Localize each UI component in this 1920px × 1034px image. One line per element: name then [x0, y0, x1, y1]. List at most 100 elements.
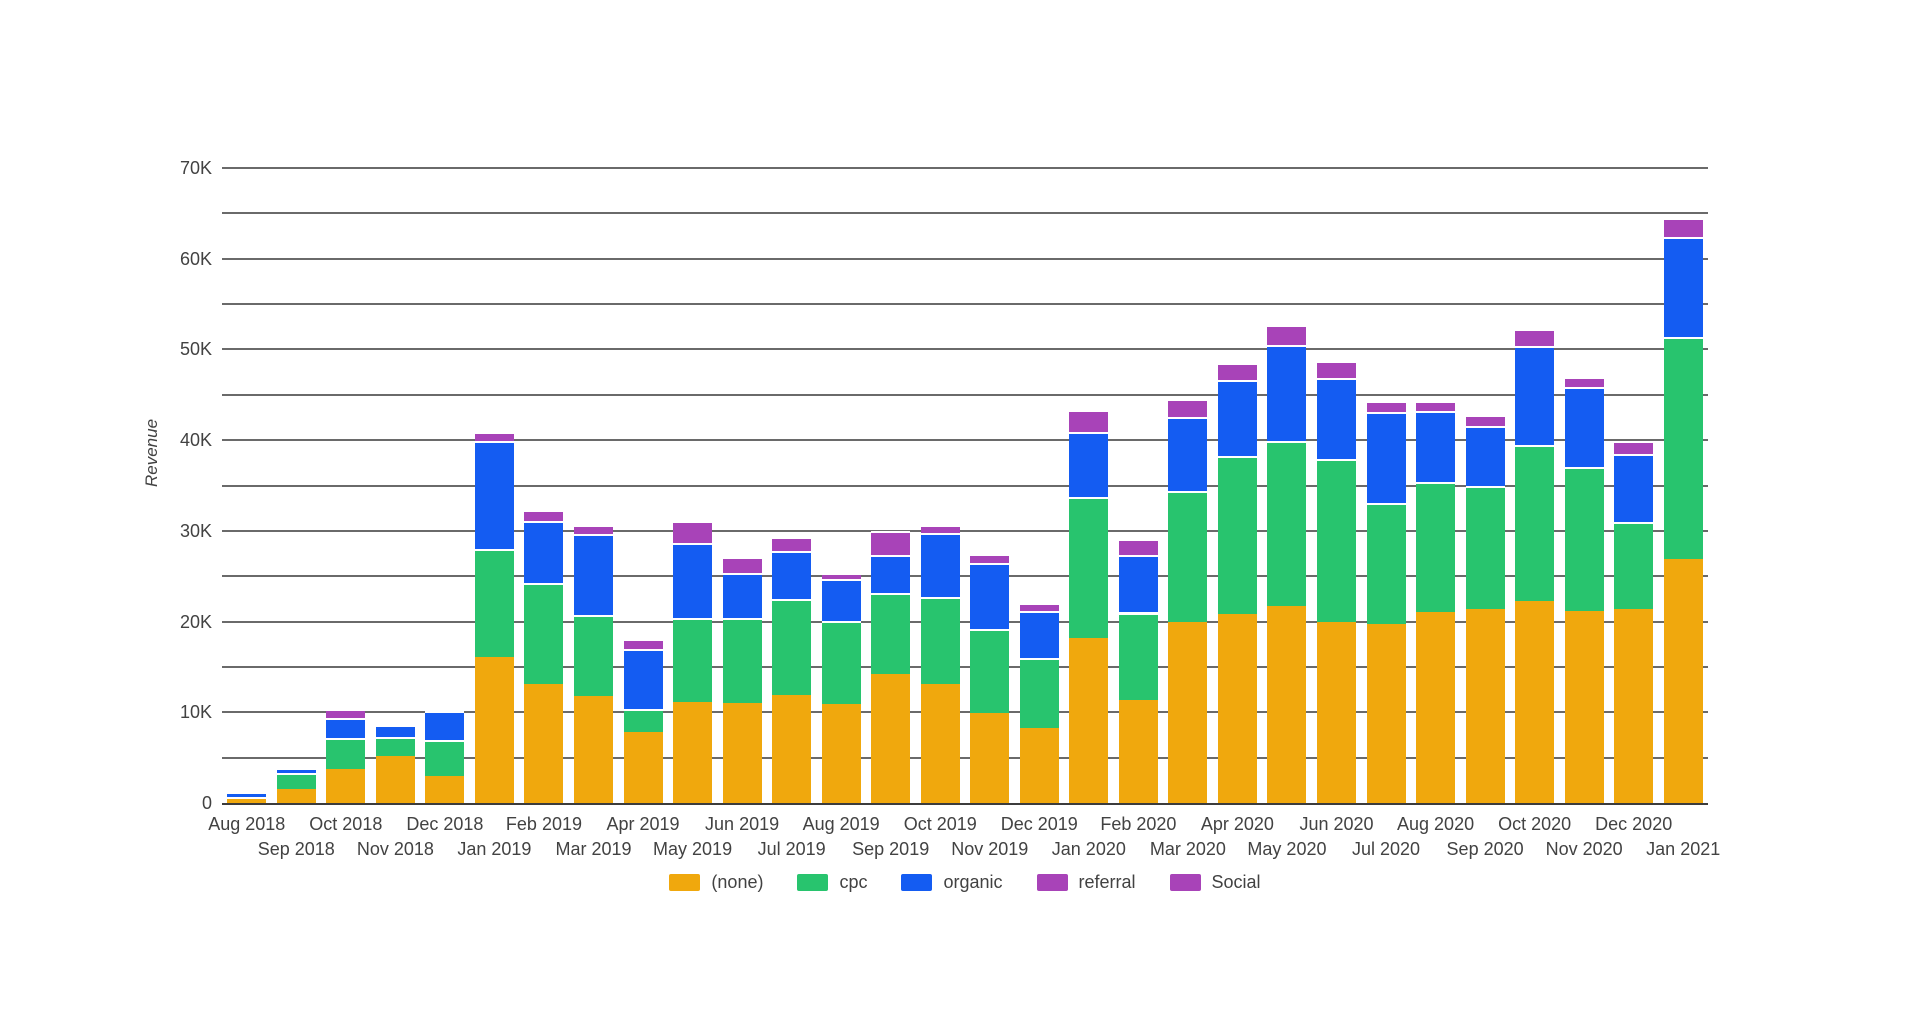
bar-dec-2020[interactable]	[1614, 441, 1654, 803]
bar-segment-referral[interactable]	[920, 525, 960, 533]
bar-jan-2020[interactable]	[1069, 410, 1109, 803]
bar-segment-organic[interactable]	[524, 520, 564, 583]
bar-aug-2020[interactable]	[1416, 401, 1456, 803]
bar-segment-none[interactable]	[1317, 622, 1356, 803]
bar-segment-none[interactable]	[227, 799, 267, 803]
bar-segment-cpc[interactable]	[772, 598, 812, 696]
bar-oct-2020[interactable]	[1515, 329, 1555, 803]
bar-segment-referral[interactable]	[574, 525, 613, 534]
bar-segment-organic[interactable]	[1217, 380, 1257, 456]
bar-segment-none[interactable]	[1564, 610, 1604, 803]
bar-segment-cpc[interactable]	[722, 617, 762, 704]
bar-segment-none[interactable]	[1416, 612, 1456, 803]
bar-segment-cpc[interactable]	[1564, 467, 1604, 611]
bar-segment-cpc[interactable]	[1019, 657, 1059, 728]
bar-segment-none[interactable]	[673, 702, 713, 803]
bar-segment-referral[interactable]	[326, 708, 366, 718]
bar-segment-referral[interactable]	[1019, 602, 1059, 611]
bar-segment-referral[interactable]	[1465, 414, 1505, 426]
bar-segment-organic[interactable]	[227, 791, 267, 798]
bar-segment-none[interactable]	[276, 789, 316, 803]
bar-sep-2018[interactable]	[276, 768, 316, 803]
bar-segment-none[interactable]	[722, 703, 762, 803]
bar-segment-cpc[interactable]	[871, 593, 911, 675]
bar-segment-referral[interactable]	[1366, 401, 1406, 413]
bar-segment-organic[interactable]	[1168, 417, 1208, 491]
bar-segment-none[interactable]	[1019, 727, 1059, 803]
bar-segment-referral[interactable]	[1317, 361, 1356, 378]
bar-segment-cpc[interactable]	[1416, 481, 1456, 613]
bar-segment-cpc[interactable]	[1317, 459, 1356, 623]
bar-segment-organic[interactable]	[474, 441, 514, 549]
bar-segment-organic[interactable]	[1366, 412, 1406, 503]
bar-segment-none[interactable]	[1168, 622, 1208, 803]
bar-segment-none[interactable]	[1069, 637, 1109, 803]
bar-segment-referral[interactable]	[474, 431, 514, 442]
bar-segment-organic[interactable]	[623, 648, 663, 709]
bar-segment-referral[interactable]	[1267, 324, 1307, 345]
bar-segment-cpc[interactable]	[1069, 497, 1109, 638]
bar-jul-2020[interactable]	[1366, 401, 1406, 803]
bar-segment-cpc[interactable]	[574, 615, 613, 696]
legend-item-Social[interactable]: Social	[1169, 872, 1261, 893]
bar-segment-none[interactable]	[1515, 600, 1555, 803]
bar-segment-referral[interactable]	[425, 708, 465, 712]
bar-segment-organic[interactable]	[772, 550, 812, 599]
bar-segment-cpc[interactable]	[276, 773, 316, 790]
bar-segment-referral[interactable]	[1515, 329, 1555, 346]
bar-segment-organic[interactable]	[1416, 411, 1456, 482]
bar-segment-none[interactable]	[1614, 608, 1654, 803]
bar-segment-referral[interactable]	[871, 530, 911, 556]
bar-segment-cpc[interactable]	[524, 582, 564, 685]
bar-segment-referral[interactable]	[821, 572, 861, 579]
bar-segment-cpc[interactable]	[1118, 612, 1158, 701]
bar-segment-none[interactable]	[524, 684, 564, 803]
bar-feb-2019[interactable]	[524, 510, 564, 803]
bar-segment-referral[interactable]	[1217, 363, 1257, 381]
bar-jan-2021[interactable]	[1663, 217, 1703, 803]
bar-nov-2018[interactable]	[375, 722, 415, 803]
bar-segment-none[interactable]	[474, 656, 514, 803]
bar-aug-2018[interactable]	[227, 791, 267, 803]
bar-jun-2020[interactable]	[1317, 361, 1356, 803]
bar-segment-organic[interactable]	[1069, 431, 1109, 498]
bar-segment-none[interactable]	[970, 713, 1010, 803]
bar-segment-organic[interactable]	[1663, 236, 1703, 337]
bar-segment-cpc[interactable]	[1465, 486, 1505, 609]
bar-segment-none[interactable]	[1663, 558, 1703, 803]
bar-segment-organic[interactable]	[375, 724, 415, 737]
bar-segment-organic[interactable]	[871, 555, 911, 594]
bar-segment-cpc[interactable]	[375, 736, 415, 756]
bar-segment-referral[interactable]	[970, 554, 1010, 563]
legend-item-none[interactable]: (none)	[669, 872, 763, 893]
bar-segment-cpc[interactable]	[970, 628, 1010, 714]
bar-segment-referral[interactable]	[1416, 401, 1456, 412]
bar-segment-organic[interactable]	[1465, 425, 1505, 487]
bar-segment-none[interactable]	[623, 732, 663, 803]
bar-segment-organic[interactable]	[1019, 610, 1059, 658]
bar-segment-referral[interactable]	[375, 722, 415, 725]
bar-segment-cpc[interactable]	[1515, 444, 1555, 601]
bar-may-2019[interactable]	[673, 520, 713, 803]
bar-oct-2019[interactable]	[920, 525, 960, 803]
bar-segment-none[interactable]	[1465, 608, 1505, 803]
bar-sep-2019[interactable]	[871, 530, 911, 803]
bar-segment-cpc[interactable]	[425, 740, 465, 776]
bar-apr-2019[interactable]	[623, 638, 663, 803]
legend-item-referral[interactable]: referral	[1036, 872, 1136, 893]
legend-item-cpc[interactable]: cpc	[797, 872, 867, 893]
bar-sep-2020[interactable]	[1465, 414, 1505, 803]
bar-segment-referral[interactable]	[623, 638, 663, 649]
bar-segment-cpc[interactable]	[1614, 521, 1654, 609]
bar-segment-cpc[interactable]	[1217, 455, 1257, 615]
bar-segment-organic[interactable]	[722, 572, 762, 618]
bar-segment-none[interactable]	[772, 695, 812, 803]
bar-segment-organic[interactable]	[1564, 386, 1604, 468]
bar-segment-referral[interactable]	[673, 520, 713, 543]
bar-segment-referral[interactable]	[1168, 399, 1208, 418]
bar-segment-organic[interactable]	[1614, 453, 1654, 522]
legend-item-organic[interactable]: organic	[901, 872, 1003, 893]
bar-segment-organic[interactable]	[1317, 377, 1356, 460]
bar-segment-none[interactable]	[871, 674, 911, 803]
bar-segment-cpc[interactable]	[821, 620, 861, 705]
